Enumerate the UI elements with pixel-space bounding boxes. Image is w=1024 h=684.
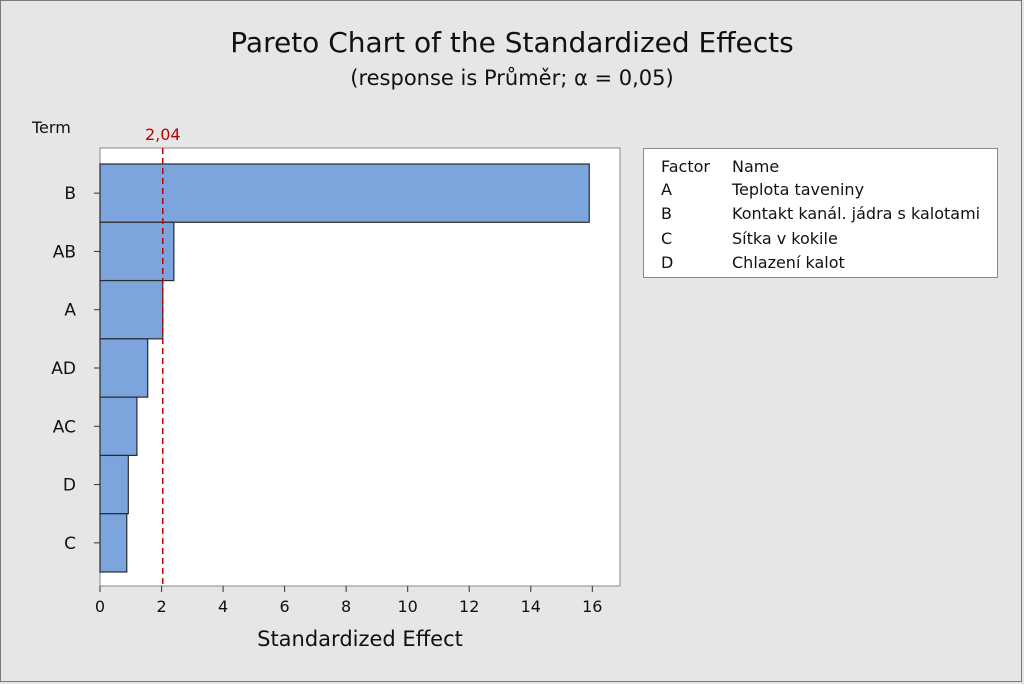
bar-ad — [99, 338, 149, 398]
legend-factor-name: Sítka v kokile — [732, 229, 838, 248]
x-tick-label: 14 — [521, 597, 541, 616]
legend-factor: D — [661, 253, 674, 272]
bar-c — [99, 513, 128, 573]
bar-ab — [99, 221, 175, 282]
legend-header-name: Name — [732, 157, 780, 176]
factor-legend: Factor Name A Teplota taveniny B Kontakt… — [643, 148, 998, 278]
x-tick-label: 12 — [459, 597, 479, 616]
legend-row: B Kontakt kanál. jádra s kalotami — [644, 204, 997, 226]
y-tick-label: D — [63, 476, 76, 496]
legend-factor: A — [661, 180, 672, 199]
legend-row: D Chlazení kalot — [644, 253, 997, 275]
x-tick-label: 10 — [398, 597, 418, 616]
chart-title: Pareto Chart of the Standardized Effects — [230, 26, 794, 59]
x-tick-label: 16 — [582, 597, 602, 616]
reference-line-label: 2,04 — [145, 125, 181, 144]
legend-row: C Sítka v kokile — [644, 229, 997, 251]
legend-factor-name: Kontakt kanál. jádra s kalotami — [732, 204, 981, 223]
legend-factor-name: Chlazení kalot — [732, 253, 845, 272]
legend-header: Factor Name — [644, 157, 997, 179]
x-tick-label: 0 — [95, 597, 105, 616]
legend-factor: B — [661, 204, 672, 223]
y-tick-label: C — [64, 534, 76, 554]
legend-factor: C — [661, 229, 673, 248]
bar-a — [99, 279, 164, 340]
legend-factor-name: Teplota taveniny — [732, 180, 865, 199]
bar-ac — [99, 396, 138, 457]
x-axis-title: Standardized Effect — [257, 627, 463, 651]
y-tick-label: A — [64, 301, 76, 321]
y-tick-label: AC — [53, 417, 76, 437]
chart-subtitle: (response is Průměr; α = 0,05) — [350, 66, 674, 90]
y-tick-label: B — [64, 184, 76, 204]
bar-d — [99, 454, 129, 515]
legend-row: A Teplota taveniny — [644, 180, 997, 202]
x-tick-label: 4 — [218, 597, 228, 616]
y-tick-label: AD — [51, 359, 76, 379]
legend-header-factor: Factor — [661, 157, 710, 176]
y-tick-label: AB — [53, 242, 76, 262]
y-axis-title: Term — [31, 118, 71, 137]
x-tick-label: 2 — [156, 597, 166, 616]
bar-b — [99, 163, 590, 223]
x-tick-label: 6 — [280, 597, 290, 616]
x-tick-label: 8 — [341, 597, 351, 616]
